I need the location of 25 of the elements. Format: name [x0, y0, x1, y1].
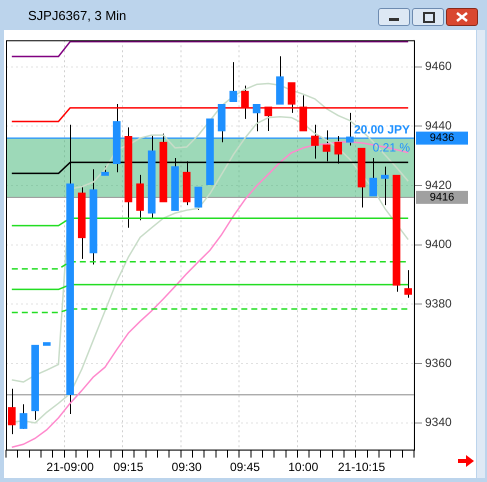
candlestick — [101, 166, 109, 176]
x-tick-label: 09:30 — [172, 460, 202, 474]
x-tick-label: 21-10:15 — [338, 460, 386, 474]
x-tick-label: 10:00 — [288, 460, 319, 474]
y-tick-label: 9360 — [425, 356, 452, 370]
y-tick-label: 9340 — [425, 415, 452, 430]
candlestick — [20, 404, 28, 430]
ref-line-label: 9436 — [430, 132, 454, 144]
candlestick — [194, 186, 202, 210]
candlestick — [311, 124, 319, 160]
x-tick-label: 09:45 — [230, 460, 260, 474]
x-tick-label: 09:15 — [113, 460, 144, 474]
y-tick-label: 9420 — [425, 178, 452, 192]
y-tick-label: 9400 — [425, 237, 452, 252]
candlestick — [252, 104, 260, 132]
x-tick-label: 21-09:00 — [46, 460, 94, 474]
chart-title: SJPJ6367, 3 Min — [28, 8, 126, 23]
y-tick-label: 9380 — [425, 296, 452, 311]
ref-line-label: 9416 — [430, 191, 454, 204]
candlestick — [404, 270, 412, 298]
y-tick-label: 9440 — [425, 118, 452, 133]
candlestick — [381, 166, 389, 206]
y-tick-label: 9460 — [425, 59, 452, 74]
annotation: 20.00 JPY — [354, 122, 410, 136]
candlestick — [229, 62, 238, 102]
